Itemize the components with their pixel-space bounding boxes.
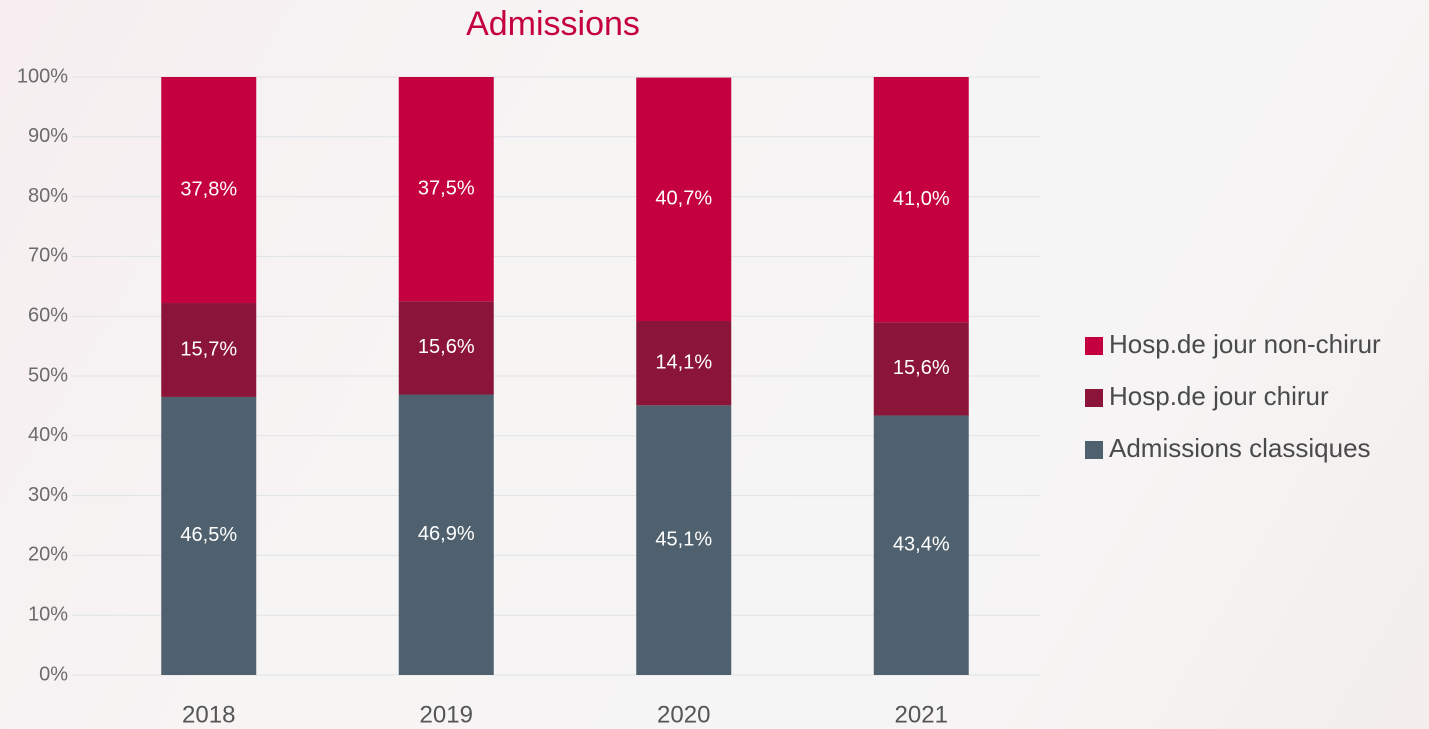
bar-segment [636, 405, 732, 675]
x-tick-label: 2020 [657, 701, 710, 728]
legend-swatch [1085, 441, 1103, 459]
value-label: 43,4% [893, 534, 950, 556]
y-tick-label: 20% [28, 544, 68, 566]
bar-segment [161, 77, 257, 304]
y-tick-label: 90% [28, 125, 68, 147]
x-tick-label: 2019 [420, 701, 473, 728]
bar-segment [636, 77, 732, 321]
legend-label: Admissions classiques [1109, 433, 1371, 463]
value-label: 15,7% [180, 338, 237, 360]
bar-segment [161, 303, 257, 397]
value-label: 14,1% [655, 351, 712, 373]
y-tick-label: 80% [28, 185, 68, 207]
bar-segment [873, 77, 969, 323]
legend-swatch [1085, 337, 1103, 355]
x-tick-label: 2021 [895, 701, 948, 728]
value-label: 45,1% [655, 528, 712, 550]
y-tick-label: 40% [28, 424, 68, 446]
x-tick-label: 2018 [182, 701, 235, 728]
y-tick-label: 0% [39, 663, 68, 685]
value-label: 15,6% [418, 336, 475, 358]
legend-label: Hosp.de jour non-chirur [1109, 329, 1381, 359]
bar-segment [398, 301, 494, 395]
value-label: 15,6% [893, 357, 950, 379]
value-label: 46,9% [418, 523, 475, 545]
y-tick-label: 30% [28, 484, 68, 506]
value-label: 41,0% [893, 188, 950, 210]
y-tick-label: 70% [28, 245, 68, 267]
value-label: 40,7% [655, 188, 712, 210]
bar-segment [398, 394, 494, 675]
y-tick-label: 10% [28, 603, 68, 625]
bar-segment [873, 415, 969, 675]
bar-segment [873, 322, 969, 416]
y-tick-label: 100% [17, 65, 68, 87]
y-tick-label: 50% [28, 364, 68, 386]
value-label: 46,5% [180, 524, 237, 546]
legend-swatch [1085, 389, 1103, 407]
bar-segment [161, 396, 257, 675]
bar-segment [398, 77, 494, 302]
legend-label: Hosp.de jour chirur [1109, 381, 1329, 411]
bar-segment [636, 320, 732, 406]
value-label: 37,5% [418, 177, 475, 199]
y-tick-label: 60% [28, 304, 68, 326]
value-label: 37,8% [180, 178, 237, 200]
chart-title: Admissions [466, 5, 640, 43]
